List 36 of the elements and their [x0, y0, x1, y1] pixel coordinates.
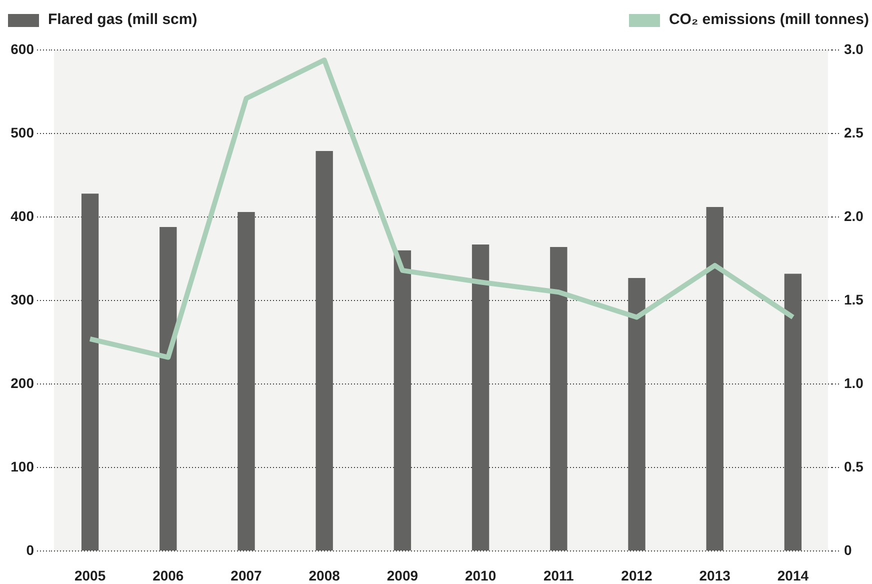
bar — [81, 194, 99, 550]
x-tick-label: 2005 — [74, 567, 106, 584]
x-tick-label: 2008 — [308, 567, 340, 584]
y2-tick-label: 1.0 — [844, 374, 864, 391]
y2-tick-label: 2.0 — [844, 208, 864, 224]
x-tick-label: 2012 — [621, 567, 653, 584]
y-tick-label: 400 — [10, 208, 34, 224]
y2-tick-label: 2.5 — [844, 124, 864, 140]
bar — [394, 250, 412, 550]
y2-tick-label: 0 — [844, 542, 852, 558]
y-tick-label: 600 — [10, 40, 34, 57]
y-tick-label: 300 — [10, 291, 34, 308]
x-tick-label: 2006 — [152, 567, 184, 584]
bar — [550, 247, 568, 550]
x-tick-label: 2013 — [699, 567, 731, 584]
y2-tick-label: 3.0 — [844, 40, 864, 57]
y-tick-label: 200 — [10, 374, 34, 391]
bar — [316, 151, 333, 550]
x-tick-label: 2009 — [386, 567, 418, 584]
bar — [160, 227, 177, 550]
x-tick-label: 2010 — [464, 567, 496, 584]
bar — [706, 206, 724, 550]
y-tick-label: 500 — [10, 124, 34, 140]
y2-tick-label: 0.5 — [844, 458, 864, 474]
x-tick-label: 2007 — [230, 567, 262, 584]
y2-tick-label: 1.5 — [844, 291, 864, 308]
y-tick-label: 0 — [26, 542, 34, 558]
bar — [472, 244, 490, 550]
x-tick-label: 2014 — [777, 567, 809, 584]
bar — [628, 278, 646, 550]
legend-label: CO₂ emissions (mill tonnes) — [668, 11, 869, 29]
bar — [238, 212, 255, 550]
x-tick-label: 2011 — [543, 567, 574, 584]
y-tick-label: 100 — [10, 458, 34, 474]
legend-label: Flared gas (mill scm) — [48, 11, 198, 29]
bar — [784, 274, 802, 550]
